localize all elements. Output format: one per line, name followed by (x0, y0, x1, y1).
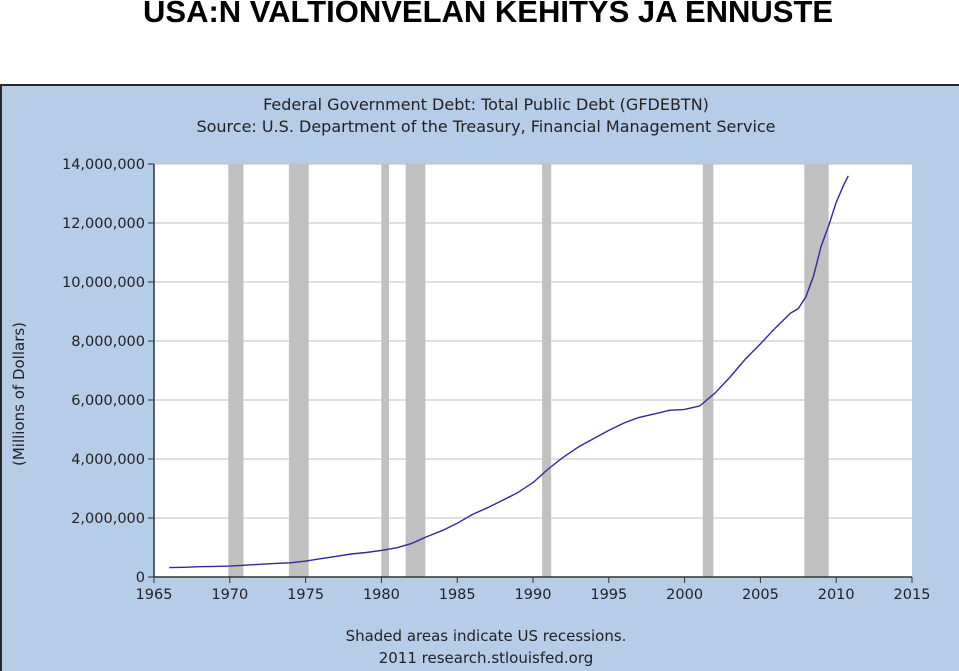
y-axis-label: (Millions of Dollars) (10, 322, 28, 466)
x-tick-label: 1970 (211, 587, 248, 603)
recession-band-4 (542, 164, 552, 577)
y-tick-label: 6,000,000 (71, 393, 145, 409)
plot-area (154, 164, 912, 577)
x-tick-label: 2000 (666, 587, 703, 603)
x-tick-label: 1995 (590, 587, 627, 603)
y-tick-label: 8,000,000 (71, 334, 145, 350)
chart-subtitle: Source: U.S. Department of the Treasury,… (196, 117, 775, 136)
chart-frame: Federal Government Debt: Total Public De… (0, 84, 959, 671)
y-tick-label: 0 (136, 570, 145, 586)
x-tick-label: 1990 (515, 587, 552, 603)
y-tick-label: 12,000,000 (62, 216, 145, 232)
y-tick-label: 4,000,000 (71, 452, 145, 468)
recession-band-6 (804, 164, 829, 577)
recession-band-3 (405, 164, 426, 577)
slide-title: USA:N VALTIONVELAN KEHITYS JA ENNUSTE (143, 0, 834, 29)
debt-series-line (169, 175, 849, 569)
recession-band-2 (381, 164, 389, 577)
footer-note: Shaded areas indicate US recessions. (346, 627, 627, 645)
recession-band-5 (702, 164, 714, 577)
x-tick-label: 2015 (894, 587, 931, 603)
x-tick-label: 1975 (287, 587, 324, 603)
chart-title: Federal Government Debt: Total Public De… (263, 95, 709, 114)
x-tick-label: 2010 (818, 587, 855, 603)
x-tick-label: 1965 (136, 587, 173, 603)
x-tick-label: 1980 (363, 587, 400, 603)
y-tick-label: 14,000,000 (62, 157, 145, 173)
recession-band-1 (288, 164, 309, 577)
footer-source: 2011 research.stlouisfed.org (379, 649, 594, 667)
debt-chart: Federal Government Debt: Total Public De… (10, 95, 931, 667)
y-tick-label: 2,000,000 (71, 511, 145, 527)
recession-band-0 (228, 164, 244, 577)
y-tick-label: 10,000,000 (62, 275, 145, 291)
x-tick-label: 1985 (439, 587, 476, 603)
x-tick-label: 2005 (742, 587, 779, 603)
